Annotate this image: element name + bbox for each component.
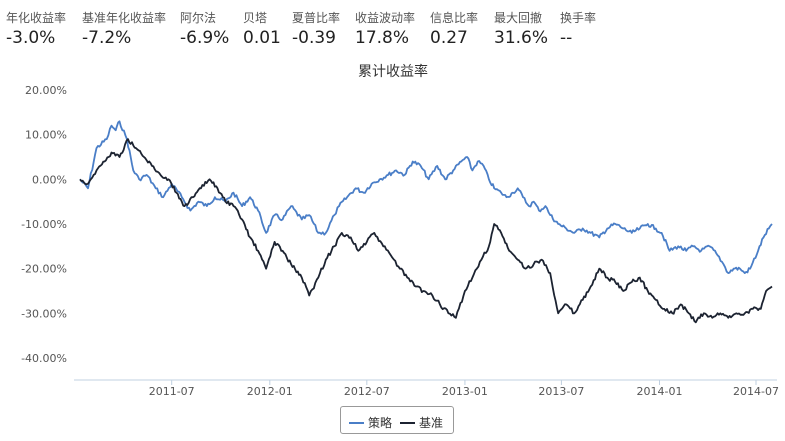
metrics-bar: 年化收益率 -3.0% 基准年化收益率 -7.2% 阿尔法 -6.9% 贝塔 0… [0, 0, 785, 52]
y-tick-label: 0.00% [32, 173, 67, 186]
legend-item-benchmark[interactable]: 基准 [400, 414, 443, 431]
metric-value: -6.9% [180, 28, 230, 48]
x-tick-label: 2012-07 [344, 385, 390, 398]
y-axis: 20.00% 10.00% 0.00% -10.00% -20.00% -30.00% -4… [21, 84, 67, 365]
x-tick-label: 2014-01 [637, 385, 683, 398]
metric-label: 收益波动率 [355, 11, 416, 25]
y-tick-label: -30.00% [21, 307, 67, 320]
y-tick-label: 20.00% [25, 84, 67, 97]
legend-item-strategy[interactable]: 策略 [349, 414, 392, 431]
metric-value: 0.27 [430, 28, 468, 48]
metric-label: 夏普比率 [292, 11, 341, 25]
metric-value: 17.8% [355, 28, 410, 48]
metric-label: 年化收益率 [6, 11, 67, 25]
series-line-strategy [79, 120, 773, 274]
metric-value: -- [560, 28, 573, 48]
chart-title: 累计收益率 [358, 63, 428, 80]
metric-value: 0.01 [243, 28, 281, 48]
metric-value: -3.0% [6, 28, 56, 48]
metric-label: 阿尔法 [180, 11, 217, 25]
metric-label: 信息比率 [430, 11, 479, 25]
metric-value: -0.39 [292, 28, 336, 48]
y-tick-label: -10.00% [21, 218, 67, 231]
metric-label: 贝塔 [243, 11, 268, 25]
y-tick-label: 10.00% [25, 129, 67, 142]
metric-label: 基准年化收益率 [82, 11, 167, 25]
x-tick-label: 2013-01 [442, 385, 488, 398]
metric-value: -7.2% [82, 28, 132, 48]
series-line-benchmark [79, 138, 773, 324]
y-tick-label: -40.00% [21, 352, 67, 365]
metric-label: 最大回撤 [494, 11, 543, 25]
x-axis: 2011-07 2012-01 2012-07 2013-01 2013-07 2014-… [149, 380, 779, 398]
metric-label: 换手率 [560, 11, 597, 25]
x-tick-label: 2012-01 [247, 385, 293, 398]
metric-value: 31.6% [494, 28, 549, 48]
legend-swatch [349, 421, 364, 424]
x-tick-label: 2013-07 [538, 385, 584, 398]
y-tick-label: -20.00% [21, 263, 67, 276]
legend-label: 基准 [419, 416, 444, 430]
legend-label: 策略 [368, 416, 393, 430]
x-tick-label: 2014-07 [733, 385, 779, 398]
series-layer [79, 120, 773, 324]
x-tick-label: 2011-07 [149, 385, 195, 398]
legend-swatch [400, 421, 415, 424]
legend: 策略 基准 [340, 406, 454, 434]
